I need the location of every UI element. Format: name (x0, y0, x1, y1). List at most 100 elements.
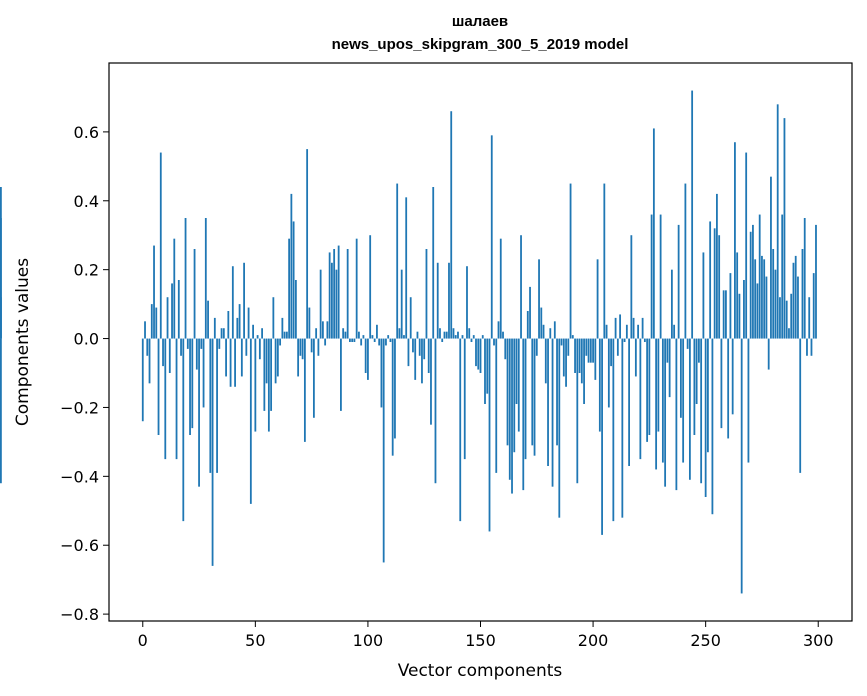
bar-23 (193, 249, 196, 339)
bar-257 (720, 338, 723, 429)
bar-200 (592, 338, 594, 363)
bar-271 (752, 224, 754, 339)
bar-76 (312, 338, 315, 418)
bar-183 (553, 321, 556, 339)
bar-52 (258, 338, 261, 360)
bar-167 (517, 338, 520, 432)
bar-57 (270, 338, 273, 411)
bar-61 (279, 338, 282, 346)
bar-109 (387, 335, 390, 339)
bar-296 (808, 297, 811, 339)
bar-134 (443, 331, 446, 339)
bar-242 (686, 338, 689, 349)
bar-221 (639, 338, 642, 460)
bar-48 (249, 338, 252, 504)
bar-166 (515, 338, 518, 404)
bar-154 (488, 338, 491, 532)
bar-273 (756, 283, 759, 339)
bar-165 (513, 338, 516, 453)
bar-5 (153, 245, 155, 339)
bar-262 (731, 338, 734, 415)
bar-30 (209, 338, 212, 473)
bar-219 (634, 338, 637, 377)
bar-298 (812, 273, 815, 339)
bar-11 (166, 297, 169, 339)
bar-280 (772, 249, 775, 339)
bar-43 (238, 304, 241, 339)
bar-51 (256, 335, 259, 339)
bar-130 (434, 338, 437, 484)
bar-42 (236, 317, 239, 339)
bar-206 (605, 324, 608, 339)
bar-215 (625, 324, 628, 339)
bar-series (0, 90, 817, 594)
bar-181 (549, 328, 552, 339)
bar-208 (610, 338, 612, 367)
bar-83 (328, 252, 331, 339)
bar-168 (520, 235, 522, 339)
bar-195 (580, 338, 583, 384)
bar-240 (682, 338, 685, 463)
y-tick-label-3: −0.2 (60, 398, 99, 417)
bar-0 (141, 338, 144, 422)
bar-279 (770, 176, 772, 339)
bar-214 (623, 338, 626, 342)
bar-75 (310, 338, 313, 353)
x-tick-label-0: 0 (138, 631, 148, 650)
bar-293 (801, 249, 804, 339)
bar-225 (648, 338, 651, 435)
bar-185 (558, 338, 561, 518)
bar-216 (628, 338, 630, 466)
bar-191 (571, 335, 574, 339)
bar-253 (711, 338, 714, 515)
bar-35 (220, 328, 223, 339)
bar-49 (252, 324, 254, 339)
bar-244 (691, 90, 694, 339)
bar-6 (155, 307, 158, 339)
bar-66 (290, 193, 293, 339)
bar-266 (740, 338, 743, 594)
bar-104 (376, 324, 378, 339)
bar-248 (700, 338, 703, 484)
bar-274 (758, 214, 761, 339)
bar-220 (637, 324, 640, 339)
bar-123 (418, 338, 421, 356)
bar-45 (243, 262, 245, 339)
y-tick-label-1: −0.6 (60, 536, 99, 555)
bar-265 (738, 293, 741, 339)
bar-152 (484, 338, 486, 404)
y-tick-label-4: 0.0 (74, 330, 99, 349)
bar-68 (294, 280, 297, 339)
bar-162 (506, 338, 509, 446)
bar-153 (486, 338, 489, 394)
bar-285 (783, 118, 786, 339)
bar-138 (452, 328, 455, 339)
bar-290 (794, 255, 797, 339)
bar-164 (511, 338, 513, 494)
bar-90 (344, 331, 347, 339)
bar-217 (630, 235, 633, 339)
bar-189 (567, 338, 570, 356)
x-tick-label-200: 200 (578, 631, 609, 650)
x-axis: 0 50 100 150 200 250 300 (138, 621, 834, 650)
bar-231 (661, 338, 664, 463)
bar-133 (441, 338, 444, 342)
bar-254 (713, 228, 716, 339)
bar-229 (657, 338, 660, 432)
bar-251 (707, 338, 709, 453)
bar-226 (650, 214, 653, 339)
bar-7 (157, 338, 160, 435)
bar-173 (531, 338, 534, 446)
bar-40 (231, 266, 234, 339)
bar-249 (702, 252, 705, 339)
bar-102 (371, 335, 374, 339)
bar-119 (409, 297, 412, 339)
bar-89 (342, 328, 345, 339)
bar-62 (281, 317, 284, 339)
x-tick-label-300: 300 (803, 631, 834, 650)
bar-278 (767, 338, 770, 370)
bar-213 (621, 338, 624, 518)
bar-15 (175, 338, 178, 460)
bar-126 (425, 249, 428, 339)
bar-99 (364, 338, 367, 373)
